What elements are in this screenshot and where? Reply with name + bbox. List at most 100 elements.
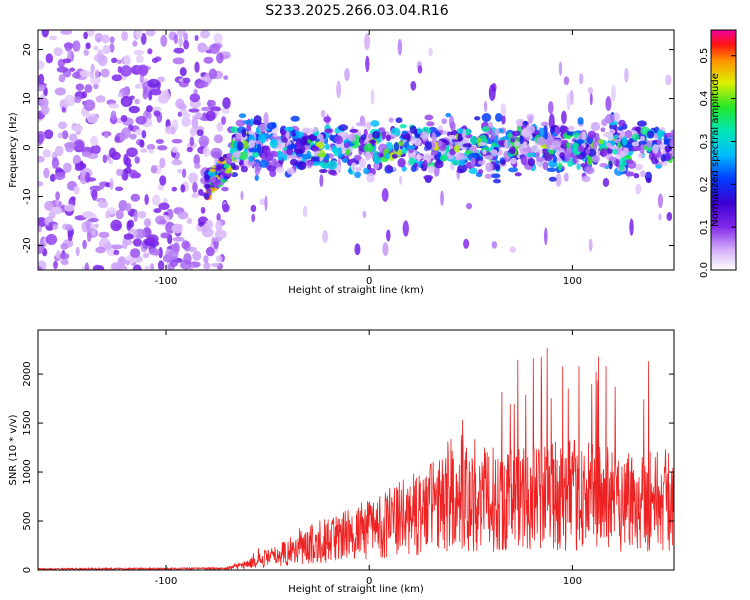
heatmap-cell	[639, 144, 645, 155]
heatmap-cell	[186, 217, 193, 225]
heatmap-cell	[527, 158, 536, 167]
heatmap-cell	[240, 165, 248, 173]
heatmap-cell	[634, 163, 643, 171]
heatmap-cell	[514, 172, 522, 177]
heatmap-cell	[95, 95, 106, 103]
heatmap-cell	[51, 157, 60, 169]
heatmap-cell	[224, 169, 232, 174]
heatmap-cell	[424, 114, 434, 121]
heatmap-cell	[183, 32, 189, 42]
figure-title: S233.2025.266.03.04.R16	[265, 3, 448, 19]
heatmap-cell	[599, 148, 608, 157]
heatmap-cell	[116, 168, 124, 177]
snr-y-tick-label: 1500	[22, 410, 33, 435]
heatmap-cell	[466, 202, 473, 210]
heatmap-cell	[555, 157, 562, 162]
heatmap-cell	[42, 149, 52, 158]
heatmap-cell	[74, 165, 84, 172]
heatmap-cell	[302, 205, 308, 218]
heatmap-cell	[209, 106, 222, 112]
heatmap-cell	[222, 97, 231, 109]
heatmap-cell	[172, 57, 185, 65]
heatmap-cell	[72, 124, 84, 132]
heatmap-x-tick-label: -100	[155, 276, 178, 287]
heatmap-cell	[128, 105, 140, 114]
heatmap-cell	[115, 186, 124, 192]
heatmap-cell	[205, 219, 214, 230]
heatmap-cell	[381, 130, 387, 140]
heatmap-cell	[223, 163, 230, 169]
heatmap-cell	[100, 68, 110, 78]
heatmap-cell	[343, 142, 351, 149]
heatmap-cell	[88, 217, 99, 223]
heatmap-cell	[203, 262, 211, 270]
heatmap-cell	[153, 110, 161, 117]
heatmap-cell	[546, 167, 557, 173]
heatmap-cell	[366, 172, 375, 183]
heatmap-cell	[86, 231, 92, 243]
heatmap-cell	[213, 180, 221, 187]
colorbar-tick-label: 0.1	[699, 219, 710, 235]
heatmap-cell	[324, 128, 333, 133]
heatmap-cell	[388, 117, 394, 123]
heatmap-cell	[506, 133, 513, 138]
heatmap-cell	[311, 161, 321, 166]
heatmap-cell	[148, 148, 154, 154]
heatmap-cell	[598, 143, 608, 149]
heatmap-cell	[318, 168, 328, 174]
heatmap-cell	[216, 213, 221, 222]
heatmap-cell	[120, 65, 133, 77]
heatmap-cell	[260, 137, 266, 144]
heatmap-cell	[328, 169, 337, 175]
heatmap-cell	[431, 132, 437, 142]
heatmap-cell	[81, 151, 91, 158]
heatmap-cell	[61, 130, 69, 140]
heatmap-cell	[240, 190, 244, 201]
heatmap-cell	[113, 249, 120, 256]
heatmap-cell	[366, 163, 372, 170]
heatmap-cell	[135, 83, 141, 89]
heatmap-cell	[209, 168, 216, 173]
heatmap-cell	[173, 47, 185, 54]
heatmap-cell	[612, 148, 618, 155]
heatmap-cell	[631, 141, 640, 147]
heatmap-cell	[621, 136, 628, 146]
heatmap-cell	[373, 156, 381, 165]
heatmap-cell	[282, 137, 288, 144]
heatmap-cell	[137, 210, 147, 219]
heatmap-cell	[215, 220, 223, 232]
heatmap-cell	[241, 128, 247, 138]
heatmap-cell	[154, 56, 162, 62]
heatmap-cell	[337, 147, 342, 156]
heatmap-cell	[181, 112, 191, 119]
heatmap-cell	[272, 132, 278, 138]
heatmap-cell	[216, 164, 222, 171]
colorbar-tick-label: 0.3	[699, 133, 710, 149]
heatmap-cell	[209, 43, 220, 55]
heatmap-cell	[206, 188, 212, 195]
heatmap-cell	[417, 127, 422, 135]
heatmap-cell	[56, 66, 69, 73]
heatmap-cell	[176, 30, 186, 38]
heatmap-cell	[495, 163, 501, 172]
heatmap-cell	[520, 155, 527, 166]
heatmap-cell	[89, 70, 95, 79]
heatmap-cell	[248, 130, 254, 136]
heatmap-cell	[491, 173, 501, 179]
heatmap-cell	[177, 168, 183, 174]
heatmap-cell	[123, 54, 131, 66]
heatmap-cell	[237, 141, 244, 150]
heatmap-cell	[171, 146, 179, 153]
heatmap-cell	[500, 159, 506, 166]
heatmap-cell	[226, 152, 233, 159]
heatmap-cell	[319, 174, 324, 187]
heatmap-cell	[341, 149, 347, 154]
heatmap-cell	[208, 68, 218, 80]
heatmap-cell	[198, 135, 210, 147]
heatmap-cell	[561, 110, 567, 124]
heatmap-cell	[416, 152, 421, 162]
heatmap-cell	[210, 176, 216, 183]
heatmap-cell	[581, 130, 587, 140]
heatmap-cell	[637, 140, 648, 145]
heatmap-cell	[563, 76, 570, 86]
